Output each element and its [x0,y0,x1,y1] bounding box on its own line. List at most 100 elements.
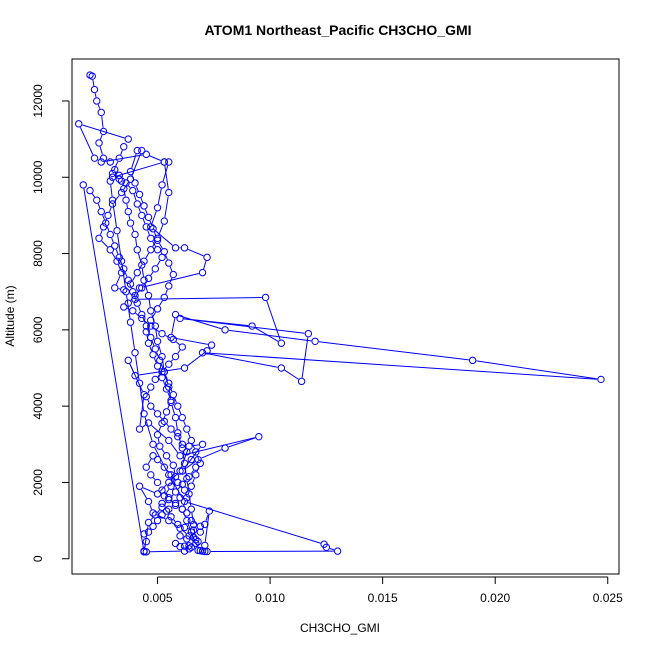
data-point [133,246,141,254]
series-line-segment [153,358,157,363]
data-point [183,494,191,502]
data-point [120,143,128,151]
data-point [320,540,328,548]
data-point [151,345,159,353]
series-line-segment [152,241,157,247]
data-point [95,234,103,242]
series-line-segment [204,514,210,542]
data-point [187,516,196,525]
data-point [153,478,162,487]
series-line-segment [166,423,169,427]
series-line-segment [128,215,131,220]
series-line-segment [120,150,123,155]
data-point [176,314,184,323]
series-line-segment [149,220,153,226]
series-line-segment [192,443,195,449]
series-line-segment [170,359,174,362]
data-point [138,284,146,292]
data-point [178,467,187,475]
data-point [135,190,144,199]
series-line-segment [151,211,157,224]
data-point [201,520,209,529]
data-point [174,520,182,529]
data-point [165,471,173,479]
data-point [187,455,196,464]
series-line-segment [180,449,189,468]
data-point [115,154,123,162]
data-point [129,186,137,195]
data-point [131,179,139,187]
series-line-segment [133,194,137,201]
data-point [187,543,196,551]
data-point [180,459,189,468]
series-line-segment [165,255,168,260]
series-line-segment [135,238,138,247]
series-line-segment [138,207,141,213]
data-point [90,85,99,94]
data-point [183,425,191,433]
data-point [108,173,117,181]
series-line-segment [83,188,144,549]
data-point [597,375,605,384]
series-line-segment [138,296,262,300]
series-line-segment [174,398,177,403]
series-line-segment [159,416,163,419]
data-point [187,505,196,513]
series-line-segment [131,226,135,232]
series-line-segment [121,264,126,289]
data-point [167,513,175,521]
y-tick-label: 4000 [31,392,45,419]
data-point [147,402,155,410]
data-point [153,410,162,418]
series-line-segment [97,203,101,209]
data-point [165,516,173,525]
data-point [144,497,153,506]
data-point [171,473,180,481]
data-point [153,337,162,345]
data-point [165,436,173,445]
series-line-segment [124,272,128,277]
data-point [178,505,187,513]
data-point [144,291,153,300]
series-line-segment [188,502,321,544]
series-line-segment [156,352,159,358]
x-tick-label: 0.025 [593,591,623,605]
series-line-segment [141,268,144,277]
series-line-segment [116,162,161,177]
data-point [138,314,146,323]
series-line-segment [201,449,222,459]
data-point [140,276,148,284]
data-point [99,127,108,136]
data-point [160,417,168,426]
data-point [171,413,180,422]
data-point [142,150,150,159]
data-point [106,177,114,185]
data-point [165,383,173,391]
data-point [196,528,205,536]
data-point [171,310,180,319]
data-point [153,236,162,244]
data-point [248,322,256,330]
data-point [198,440,207,448]
data-point [79,181,87,189]
series-line-segment [145,252,150,259]
data-point [180,497,189,506]
series-line-segment [157,188,162,205]
data-point [162,452,171,460]
data-point [167,333,175,342]
y-tick-label: 8000 [31,240,45,267]
data-point [151,375,159,384]
data-point [178,440,187,448]
series-line-segment [111,237,114,243]
data-point [149,225,157,233]
series-line-segment [173,477,176,480]
series-line-segment [166,489,170,493]
data-point [178,444,187,452]
data-point [221,326,229,334]
data-point [221,444,229,452]
data-point [162,408,171,416]
series-line-segment [187,523,191,529]
data-point [189,526,198,534]
data-point [147,223,155,231]
data-point [135,425,144,433]
